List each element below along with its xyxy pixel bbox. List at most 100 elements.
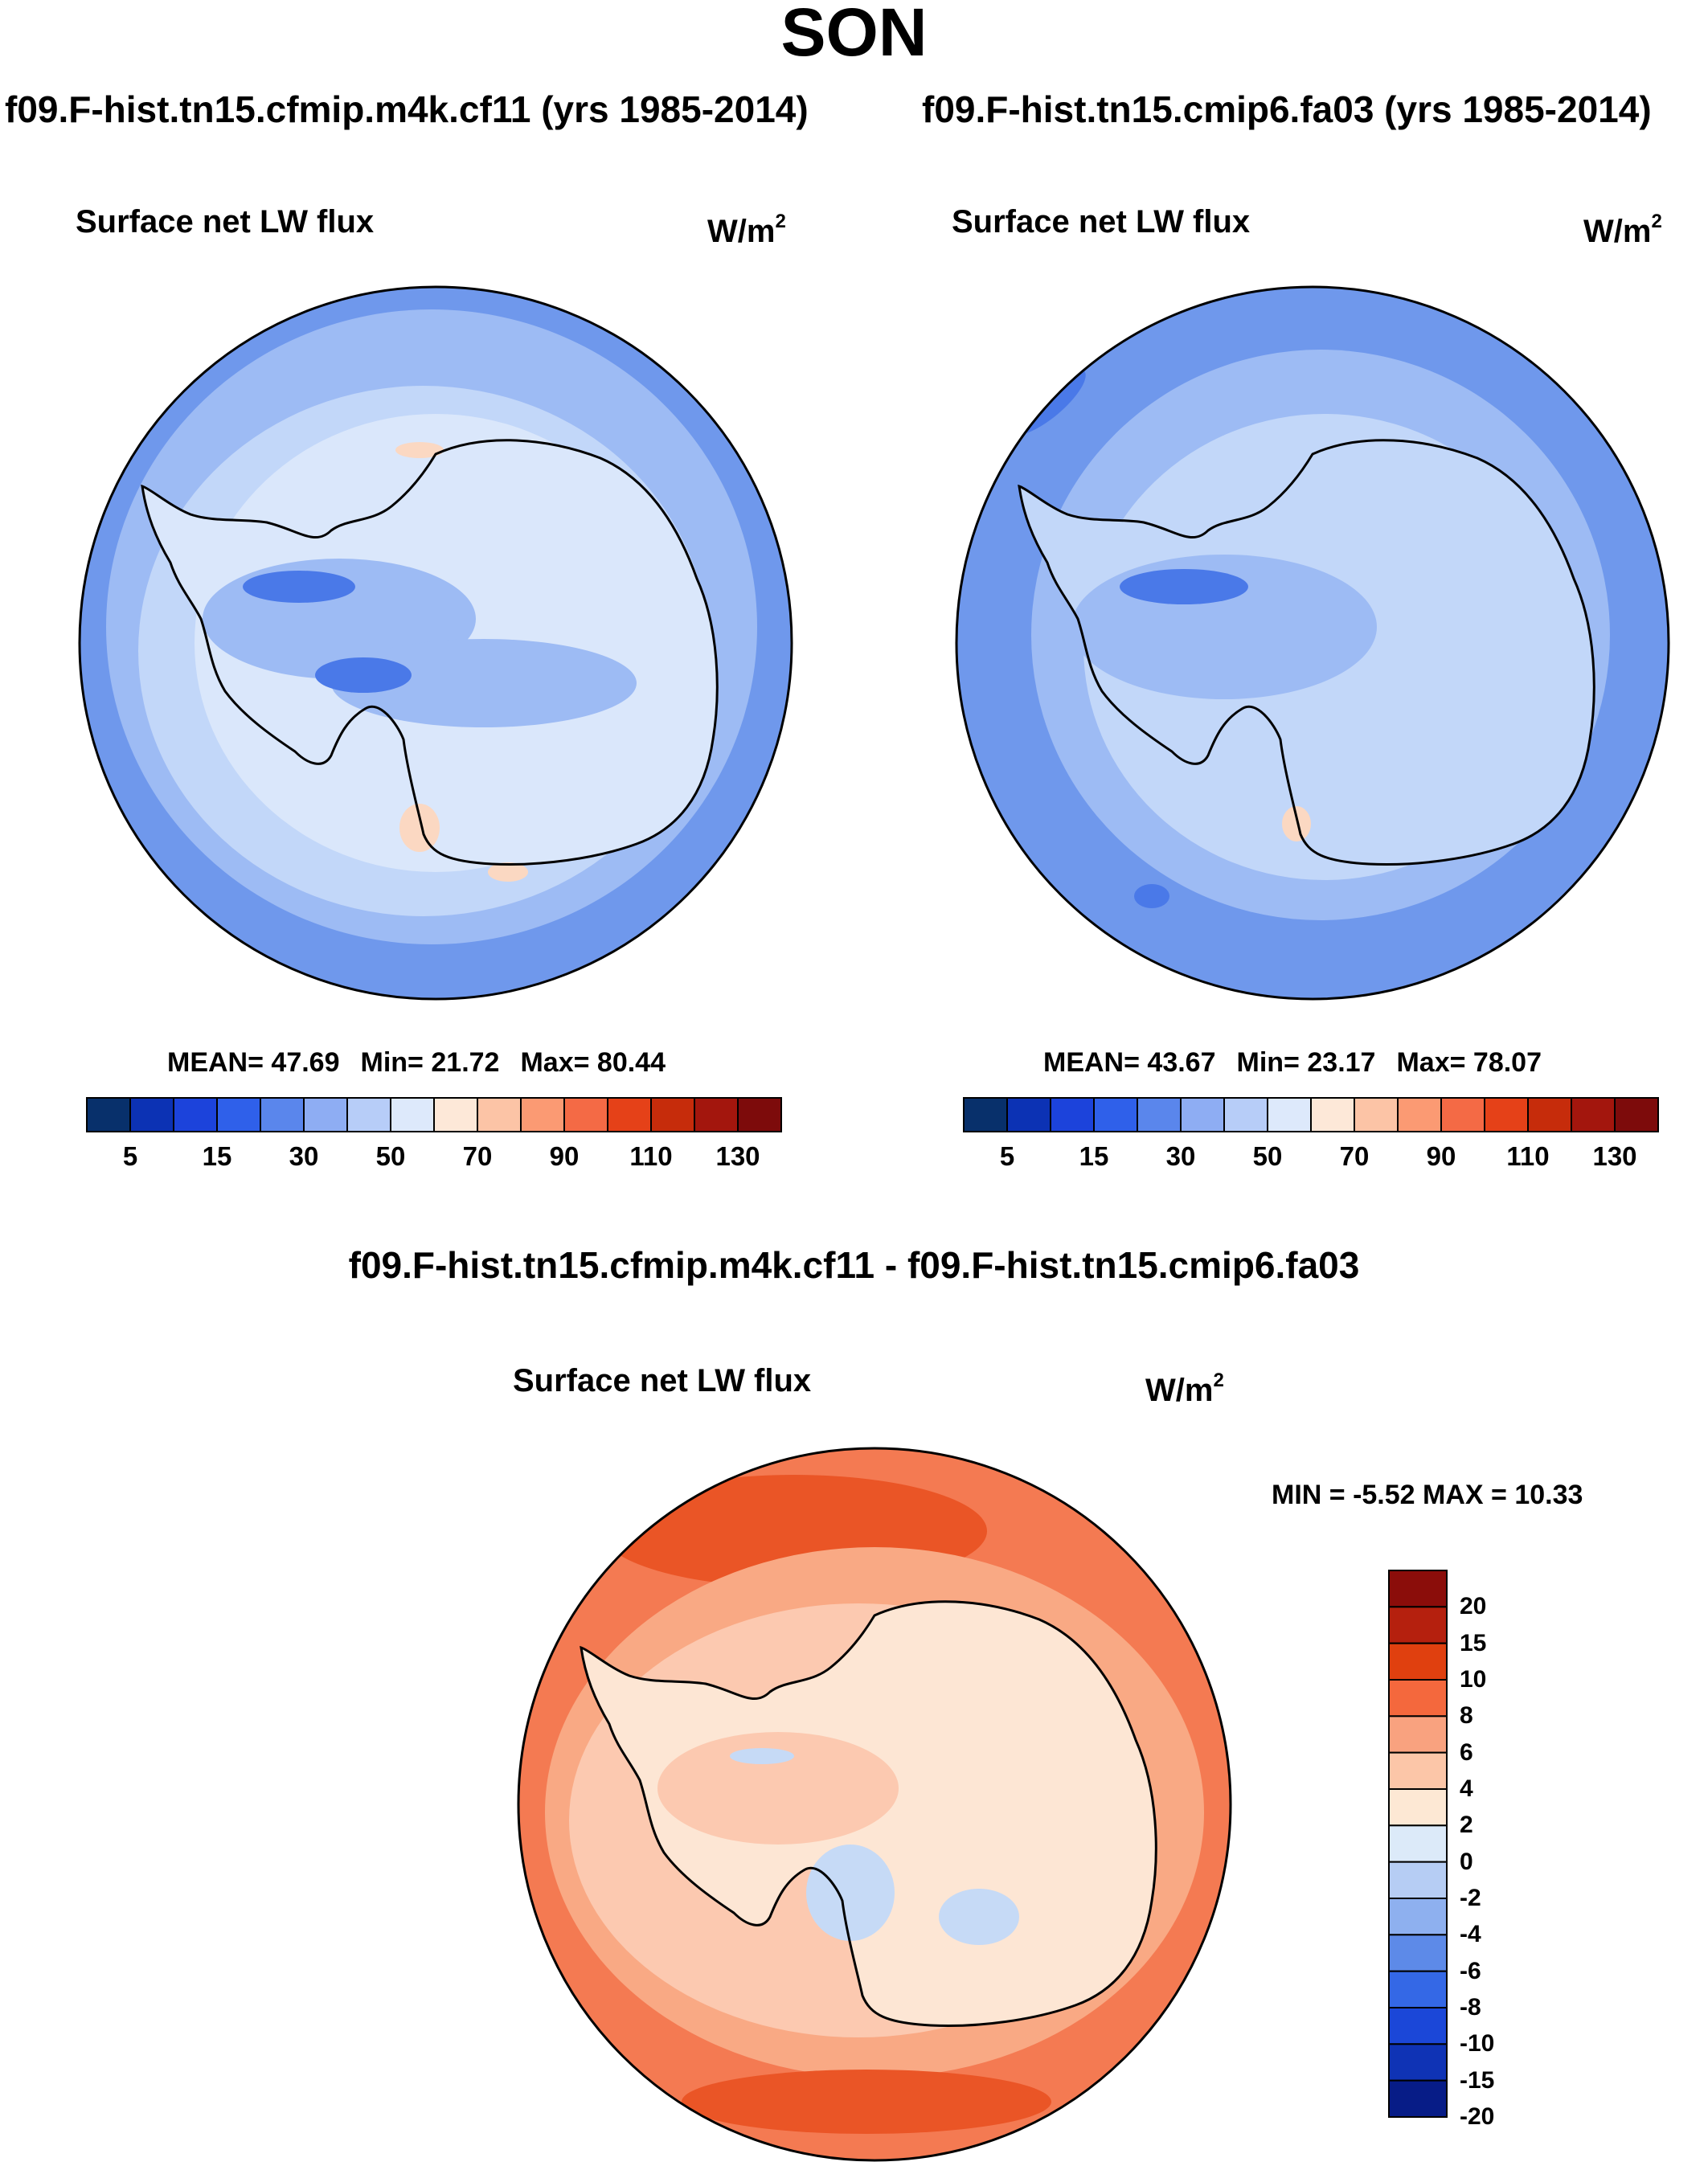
diff-colorbar bbox=[1388, 1570, 1448, 2119]
colorbar-tick-label: 130 bbox=[715, 1141, 760, 1171]
colorbar-swatch bbox=[1614, 1097, 1659, 1132]
colorbar-swatch bbox=[607, 1097, 652, 1132]
left-units: W/m2 bbox=[707, 211, 786, 249]
colorbar-tick-label: 110 bbox=[629, 1141, 673, 1171]
diff-negative-patch bbox=[939, 1889, 1019, 1945]
colorbar-tick-label: 15 bbox=[202, 1141, 232, 1171]
colorbar-tick-label: -20 bbox=[1460, 2103, 1495, 2130]
colorbar-swatch bbox=[1388, 2043, 1448, 2082]
colorbar-swatch bbox=[1267, 1097, 1312, 1132]
colorbar-tick-label: -2 bbox=[1460, 1885, 1481, 1911]
diff-units: W/m2 bbox=[1145, 1370, 1224, 1408]
colorbar-swatch bbox=[216, 1097, 261, 1132]
colorbar-tick-label: 10 bbox=[1460, 1666, 1487, 1693]
diff-negative-patch bbox=[806, 1845, 895, 1941]
colorbar-tick-label: 90 bbox=[1426, 1141, 1456, 1171]
left-colorbar bbox=[86, 1097, 782, 1132]
low-flux-patch bbox=[331, 639, 637, 727]
left-panel-label: Surface net LW flux bbox=[76, 204, 375, 240]
colorbar-swatch bbox=[1571, 1097, 1616, 1132]
colorbar-swatch bbox=[1388, 1570, 1448, 1608]
colorbar-tick-label: 130 bbox=[1592, 1141, 1637, 1171]
right-polar-map bbox=[955, 285, 1670, 1001]
colorbar-swatch bbox=[1388, 1788, 1448, 1827]
colorbar-tick-label: 20 bbox=[1460, 1593, 1487, 1620]
colorbar-swatch bbox=[1050, 1097, 1095, 1132]
colorbar-swatch bbox=[1093, 1097, 1138, 1132]
diff-stats: MIN = -5.52 MAX = 10.33 bbox=[1272, 1480, 1583, 1510]
colorbar-swatch bbox=[650, 1097, 695, 1132]
left-stats: MEAN= 47.69 Min= 21.72 Max= 80.44 bbox=[167, 1047, 666, 1078]
colorbar-swatch bbox=[477, 1097, 522, 1132]
colorbar-swatch bbox=[1354, 1097, 1399, 1132]
colorbar-swatch bbox=[86, 1097, 131, 1132]
colorbar-swatch bbox=[1223, 1097, 1268, 1132]
colorbar-tick-label: 2 bbox=[1460, 1812, 1473, 1839]
colorbar-swatch bbox=[1527, 1097, 1572, 1132]
colorbar-swatch bbox=[303, 1097, 348, 1132]
colorbar-swatch bbox=[1180, 1097, 1225, 1132]
colorbar-swatch bbox=[1388, 1861, 1448, 1899]
colorbar-swatch bbox=[390, 1097, 435, 1132]
colorbar-swatch bbox=[1388, 1606, 1448, 1644]
colorbar-swatch bbox=[1137, 1097, 1182, 1132]
colorbar-tick-label: 15 bbox=[1460, 1629, 1487, 1656]
colorbar-swatch bbox=[1388, 1970, 1448, 2008]
low-flux-core bbox=[315, 657, 412, 693]
colorbar-swatch bbox=[1397, 1097, 1442, 1132]
right-colorbar bbox=[963, 1097, 1659, 1132]
colorbar-swatch bbox=[1388, 1934, 1448, 1972]
colorbar-tick-label: 110 bbox=[1506, 1141, 1550, 1171]
colorbar-tick-label: 70 bbox=[462, 1141, 493, 1171]
colorbar-swatch bbox=[1006, 1097, 1051, 1132]
left-polar-map bbox=[78, 285, 793, 1001]
colorbar-swatch bbox=[1388, 1679, 1448, 1718]
colorbar-tick-label: 50 bbox=[375, 1141, 406, 1171]
colorbar-swatch bbox=[737, 1097, 782, 1132]
colorbar-tick-label: 5 bbox=[122, 1141, 138, 1171]
diff-negative-patch bbox=[730, 1748, 794, 1764]
colorbar-swatch bbox=[1388, 1642, 1448, 1681]
right-panel-label: Surface net LW flux bbox=[952, 204, 1251, 240]
colorbar-swatch bbox=[1310, 1097, 1355, 1132]
warm-patch bbox=[488, 862, 528, 882]
low-flux-core bbox=[243, 571, 355, 603]
colorbar-tick-label: 5 bbox=[999, 1141, 1015, 1171]
colorbar-swatch bbox=[1484, 1097, 1529, 1132]
figure-title: SON bbox=[780, 0, 928, 70]
colorbar-tick-label: 8 bbox=[1460, 1702, 1473, 1730]
colorbar-tick-label: 90 bbox=[549, 1141, 580, 1171]
low-flux-core bbox=[1134, 884, 1169, 908]
colorbar-swatch bbox=[563, 1097, 608, 1132]
colorbar-swatch bbox=[963, 1097, 1008, 1132]
colorbar-swatch bbox=[346, 1097, 391, 1132]
colorbar-tick-label: 4 bbox=[1460, 1775, 1473, 1802]
colorbar-tick-label: 30 bbox=[1165, 1141, 1196, 1171]
diff-title: f09.F-hist.tn15.cfmip.m4k.cf11 - f09.F-h… bbox=[348, 1244, 1360, 1286]
warm-patch bbox=[399, 804, 440, 852]
left-run-title: f09.F-hist.tn15.cfmip.m4k.cf11 (yrs 1985… bbox=[5, 88, 809, 130]
colorbar-tick-label: -8 bbox=[1460, 1994, 1481, 2021]
colorbar-swatch bbox=[1388, 2079, 1448, 2119]
colorbar-tick-label: 50 bbox=[1252, 1141, 1283, 1171]
colorbar-swatch bbox=[520, 1097, 565, 1132]
colorbar-swatch bbox=[1388, 1715, 1448, 1754]
colorbar-swatch bbox=[1440, 1097, 1485, 1132]
colorbar-tick-label: 6 bbox=[1460, 1738, 1473, 1766]
low-flux-core bbox=[1120, 569, 1248, 604]
colorbar-tick-label: -10 bbox=[1460, 2030, 1495, 2057]
colorbar-swatch bbox=[433, 1097, 478, 1132]
diff-strong-band bbox=[682, 2070, 1051, 2134]
colorbar-tick-label: -15 bbox=[1460, 2066, 1495, 2094]
colorbar-swatch bbox=[1388, 1898, 1448, 1936]
colorbar-tick-label: -6 bbox=[1460, 1957, 1481, 1984]
diff-light-patch bbox=[657, 1732, 899, 1845]
colorbar-tick-label: -4 bbox=[1460, 1921, 1481, 1948]
colorbar-tick-label: 0 bbox=[1460, 1848, 1473, 1875]
right-stats: MEAN= 43.67 Min= 23.17 Max= 78.07 bbox=[1043, 1047, 1542, 1078]
right-run-title: f09.F-hist.tn15.cmip6.fa03 (yrs 1985-201… bbox=[922, 88, 1652, 130]
warm-patch bbox=[1282, 806, 1311, 841]
colorbar-swatch bbox=[173, 1097, 218, 1132]
right-units: W/m2 bbox=[1583, 211, 1662, 249]
diff-panel-label: Surface net LW flux bbox=[513, 1363, 812, 1398]
